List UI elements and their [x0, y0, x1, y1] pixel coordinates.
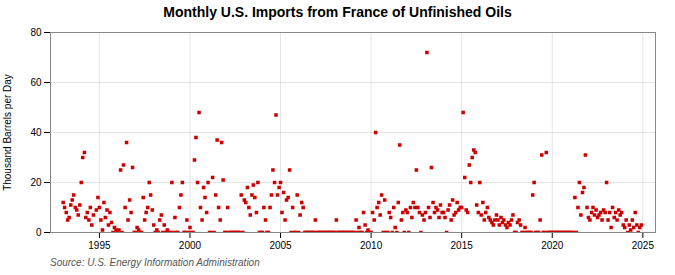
html-text:Monthly U.S. Imports from Fran: Monthly U.S. Imports from France of Unfi… [163, 4, 512, 20]
svg-text:2005: 2005 [269, 240, 292, 251]
svg-text:60: 60 [30, 77, 42, 88]
svg-text:40: 40 [30, 127, 42, 138]
svg-text:80: 80 [30, 27, 42, 38]
svg-text:2025: 2025 [632, 240, 655, 251]
svg-text:2020: 2020 [541, 240, 564, 251]
svg-text:0: 0 [36, 227, 42, 238]
svg-text:Thousand Barrels per Day: Thousand Barrels per Day [2, 74, 13, 191]
svg-text:2015: 2015 [451, 240, 474, 251]
svg-text:2010: 2010 [360, 240, 383, 251]
html-text:Source: U.S. Energy Informatio: Source: U.S. Energy Information Administ… [50, 257, 260, 268]
svg-text:2000: 2000 [179, 240, 202, 251]
svg-text:1995: 1995 [88, 240, 111, 251]
svg-text:20: 20 [30, 177, 42, 188]
